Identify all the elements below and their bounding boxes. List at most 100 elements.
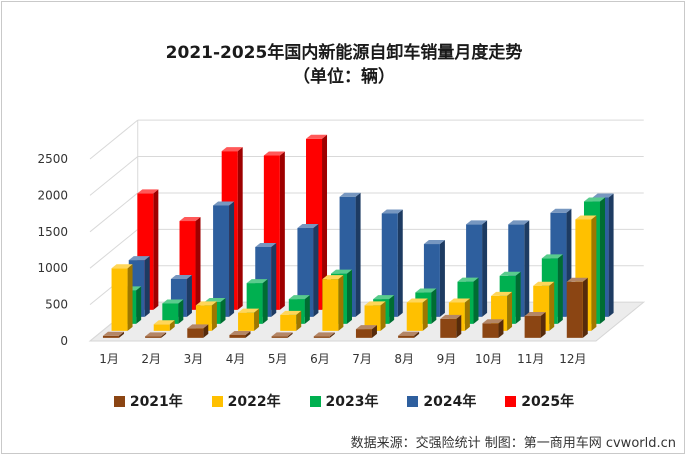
gridline-side-1500 bbox=[89, 192, 139, 233]
x-tick-label: 12月 bbox=[559, 352, 586, 366]
bar-2021年-9月 bbox=[440, 314, 462, 338]
x-tick-label: 10月 bbox=[475, 352, 502, 366]
bar-side bbox=[473, 277, 479, 324]
bar-side bbox=[237, 147, 243, 310]
bar-side bbox=[582, 277, 588, 338]
bar-top bbox=[322, 275, 344, 280]
bar-side bbox=[599, 197, 605, 324]
bar-2024年-7月 bbox=[381, 209, 403, 317]
bar-side bbox=[211, 301, 217, 331]
bar-top bbox=[330, 269, 352, 274]
bar-side bbox=[118, 331, 124, 338]
bar-side bbox=[540, 312, 546, 338]
bar-side bbox=[422, 298, 428, 331]
x-axis: 1月 2月 3月 4月 5月 6月 7月 8月 9月 10月 11月 12月 bbox=[99, 352, 586, 366]
bar-2022年-4月 bbox=[238, 308, 260, 331]
bar-2021年-6月 bbox=[313, 332, 335, 338]
bar-top bbox=[246, 279, 268, 284]
bar-top bbox=[448, 298, 470, 303]
bar-side bbox=[389, 295, 395, 324]
bar-top bbox=[398, 331, 420, 336]
bar-front bbox=[187, 328, 204, 338]
bar-front bbox=[364, 305, 381, 331]
bar-top bbox=[592, 193, 614, 198]
bar-top bbox=[255, 242, 277, 247]
bar-2022年-5月 bbox=[280, 310, 302, 331]
bar-front bbox=[440, 318, 457, 338]
gridline-side-2500 bbox=[89, 119, 139, 160]
bar-side bbox=[127, 264, 133, 331]
bar-top bbox=[339, 192, 361, 197]
bar-top bbox=[221, 147, 243, 152]
x-tick-label: 9月 bbox=[437, 352, 457, 366]
gridline-side-2000 bbox=[89, 156, 139, 196]
bar-top bbox=[271, 332, 293, 337]
bar-top bbox=[355, 325, 377, 330]
bar-side bbox=[482, 220, 488, 317]
bar-side bbox=[591, 215, 597, 331]
bar-side bbox=[431, 288, 437, 324]
bar-side bbox=[456, 314, 462, 338]
bar-side bbox=[279, 151, 285, 310]
bar-2021年-1月 bbox=[102, 331, 124, 338]
legend-swatch-2025 bbox=[505, 396, 517, 407]
bar-side bbox=[262, 279, 268, 324]
bar-top bbox=[229, 330, 251, 335]
bar-top bbox=[423, 240, 445, 245]
bar-top bbox=[550, 208, 572, 213]
bar-side bbox=[338, 275, 344, 331]
bar-side bbox=[195, 217, 201, 310]
bar-top bbox=[137, 189, 159, 194]
x-tick-label: 3月 bbox=[184, 352, 204, 366]
bar-side bbox=[161, 332, 167, 338]
bar-top bbox=[541, 254, 563, 259]
x-tick-label: 6月 bbox=[310, 352, 330, 366]
gridline-side-1000 bbox=[89, 228, 139, 269]
bar-side bbox=[203, 324, 209, 338]
bar-top bbox=[111, 264, 133, 269]
bar-front bbox=[229, 334, 246, 338]
bar-top bbox=[263, 151, 285, 156]
bar-front bbox=[381, 213, 398, 317]
bar-top bbox=[238, 308, 260, 313]
chart-subtitle: （单位：辆） bbox=[293, 67, 395, 87]
bar-2021年-2月 bbox=[145, 332, 167, 338]
bar-side bbox=[346, 269, 352, 324]
bar-front bbox=[145, 336, 162, 338]
bar-top bbox=[566, 277, 588, 282]
x-tick-label: 7月 bbox=[352, 352, 372, 366]
bar-top bbox=[466, 220, 488, 225]
legend-swatch-2023 bbox=[309, 396, 321, 407]
bar-side bbox=[371, 325, 377, 338]
bars bbox=[102, 134, 614, 338]
bar-side bbox=[439, 240, 445, 317]
bar-front bbox=[355, 329, 372, 338]
bar-top bbox=[499, 271, 521, 276]
bar-2021年-11月 bbox=[524, 312, 546, 338]
x-tick-label: 8月 bbox=[394, 352, 414, 366]
legend-swatch-2021 bbox=[113, 396, 125, 407]
bar-top bbox=[491, 291, 513, 296]
bar-2022年-7月 bbox=[364, 301, 386, 331]
bar-front bbox=[566, 281, 583, 338]
bar-side bbox=[322, 134, 328, 310]
x-tick-label: 4月 bbox=[226, 352, 246, 366]
bar-side bbox=[498, 319, 504, 338]
bar-front bbox=[313, 336, 330, 338]
legend-label-2022: 2022年 bbox=[227, 394, 281, 410]
bar-front bbox=[153, 324, 170, 331]
bar-top bbox=[373, 295, 395, 300]
bar-top bbox=[313, 332, 335, 337]
legend-label-2021: 2021年 bbox=[129, 394, 183, 410]
bar-side bbox=[245, 330, 251, 338]
legend-swatch-2024 bbox=[407, 396, 419, 407]
bar-2022年-6月 bbox=[322, 275, 344, 331]
bar-top bbox=[187, 324, 209, 329]
bar-2022年-2月 bbox=[153, 320, 175, 331]
x-tick-label: 5月 bbox=[268, 352, 288, 366]
bar-top bbox=[162, 299, 184, 304]
bar-front bbox=[398, 335, 415, 338]
bar-front bbox=[322, 279, 339, 331]
bar-front bbox=[524, 316, 541, 338]
